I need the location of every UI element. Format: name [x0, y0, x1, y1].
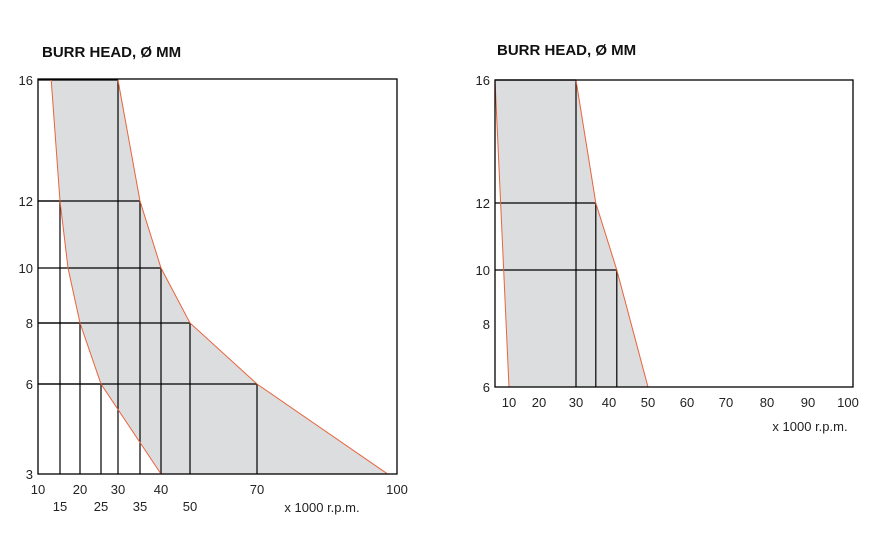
chart1-x-tick-label: 25 [94, 499, 108, 514]
chart2-operating-band [495, 80, 648, 387]
chart2-x-tick-label: 20 [532, 395, 546, 410]
chart1-x-tick-label: 50 [183, 499, 197, 514]
chart2-x-tick-label: 90 [801, 395, 815, 410]
chart2-x-tick-label: 50 [641, 395, 655, 410]
chart1-y-tick-label: 8 [26, 316, 33, 331]
chart1-x-tick-label: 35 [133, 499, 147, 514]
chart1-y-tick-label: 3 [26, 467, 33, 482]
chart2-x-tick-label: 40 [602, 395, 616, 410]
chart1-x-tick-label: 20 [73, 482, 87, 497]
chart1-x-tick-label: 15 [53, 499, 67, 514]
chart2-title: BURR HEAD, Ø MM [497, 42, 637, 59]
chart2-plot-frame [494, 79, 854, 388]
chart2-y-tick-label: 6 [483, 380, 490, 395]
chart2-x-tick-label: 70 [719, 395, 733, 410]
chart1-operating-band [51, 80, 388, 474]
chart1-y-tick-label: 16 [19, 73, 33, 88]
chart1-y-tick-label: 12 [19, 194, 33, 209]
chart2-x-tick-label: 100 [837, 395, 859, 410]
chart1-x-tick-label: 30 [111, 482, 125, 497]
chart1-x-tick-label: 100 [386, 482, 408, 497]
chart1-y-tick-label: 10 [19, 261, 33, 276]
chart2-y-tick-label: 16 [476, 73, 490, 88]
chart1-y-tick-label: 6 [26, 377, 33, 392]
chart2-x-tick-label: 60 [680, 395, 694, 410]
chart1-x-tick-label: 10 [31, 482, 45, 497]
chart1-x-axis-label: x 1000 r.p.m. [284, 500, 359, 515]
chart1-title: BURR HEAD, Ø MM [42, 44, 182, 61]
chart2-x-tick-label: 10 [502, 395, 516, 410]
chart2-y-tick-label: 12 [476, 196, 490, 211]
chart2-x-tick-label: 30 [569, 395, 583, 410]
chart2-x-tick-label: 80 [760, 395, 774, 410]
chart1-max-speed-curve [117, 79, 388, 475]
chart2-x-axis-label: x 1000 r.p.m. [772, 419, 847, 434]
chart1-x-tick-label: 70 [250, 482, 264, 497]
chart2-max-speed-curve [575, 79, 649, 388]
chart2-y-tick-label: 8 [483, 317, 490, 332]
chart1-plot-frame [37, 78, 398, 475]
chart1-min-speed-curve [50, 79, 162, 475]
chart2-y-tick-label: 10 [476, 263, 490, 278]
chart2-min-speed-curve [494, 79, 510, 388]
chart1-x-tick-label: 40 [154, 482, 168, 497]
